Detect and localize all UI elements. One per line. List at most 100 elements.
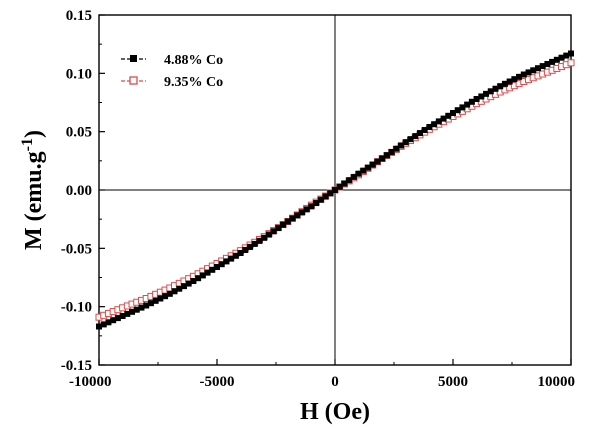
data-point [398,142,405,149]
data-point [322,193,329,200]
data-point [152,297,159,304]
data-point [478,93,485,100]
data-point [483,90,490,97]
data-point [190,278,197,284]
y-tick-label: -0.15 [61,358,92,374]
data-point [412,133,419,140]
data-point [96,323,102,330]
data-point [336,183,343,190]
x-tick-label: 10000 [538,374,576,390]
y-tick-label: 0.15 [66,8,92,24]
data-point [261,234,268,241]
data-point [383,152,390,159]
data-point [539,63,546,70]
data-point [143,302,150,309]
legend-label-9-35-co: 9.35% Co [164,75,223,90]
data-point [501,80,508,87]
data-point [360,167,367,174]
data-point [563,52,570,59]
data-point [166,290,173,297]
data-point [402,139,409,146]
data-point [204,269,211,276]
data-point [416,130,423,137]
data-point [119,313,126,319]
y-tick-label: 0.00 [66,183,92,199]
data-point [435,118,442,125]
data-point [346,177,353,184]
data-point [232,252,239,259]
data-point [242,246,249,253]
data-point [275,225,282,232]
legend-marker-9-35-co [129,76,138,85]
data-point [497,83,504,90]
data-point [124,310,131,317]
data-point [105,319,112,326]
data-point [180,283,187,290]
data-point [209,266,216,273]
data-point [147,300,154,307]
data-point [199,272,206,279]
data-point [534,65,541,72]
y-axis-label-main: M (emu.g [21,151,47,250]
data-point [450,110,456,116]
data-point [237,250,244,256]
data-point [280,221,287,228]
data-point [440,115,447,122]
data-point [332,187,338,193]
y-axis-ticks: -0.15 -0.10 -0.05 0.00 0.05 0.10 0.15 [61,8,105,374]
data-point [506,78,513,85]
legend: 4.88% Co 9.35% Co [121,53,223,90]
data-point [459,104,466,111]
data-point [223,258,230,265]
data-point [133,306,140,313]
data-point [468,98,475,105]
data-point [284,218,291,225]
y-axis-label-superscript: -1 [19,138,36,151]
data-point [393,145,400,152]
data-point [549,58,556,65]
data-point [308,203,315,210]
data-point [256,237,263,244]
data-point [317,196,324,203]
data-point [464,101,471,108]
data-point [214,264,220,270]
data-point [407,136,414,143]
x-tick-label: -10000 [69,374,112,390]
data-point [251,240,258,247]
data-point [265,231,272,238]
y-tick-label: -0.10 [61,300,92,316]
data-point [114,315,121,322]
y-tick-label: 0.05 [66,125,92,141]
data-point [313,200,320,207]
data-point [473,96,480,102]
data-point [157,295,164,302]
data-point [289,215,296,222]
data-point [568,50,574,57]
data-point [388,148,395,155]
y-axis-label: M (emu.g-1) [19,130,47,250]
data-point [185,280,192,287]
data-point [100,321,107,328]
x-tick-label: 5000 [438,374,468,390]
legend-marker-4-88-co [130,55,137,62]
data-point [567,59,575,67]
data-point [369,161,376,168]
data-point [129,308,136,315]
series-4-88-co [96,50,574,330]
data-point [421,127,428,134]
data-point [525,69,532,76]
data-point [379,155,386,162]
legend-label-4-88-co: 4.88% Co [164,53,223,68]
data-point [138,304,145,311]
data-point [350,173,357,180]
data-point [247,243,254,250]
y-axis-label-close: ) [21,130,47,138]
y-tick-label: 0.10 [66,66,92,82]
data-point [341,180,348,187]
x-axis-label: H (Oe) [300,399,370,425]
data-point [374,158,381,165]
data-point [171,288,178,295]
data-point [162,293,169,300]
data-point [530,67,537,74]
